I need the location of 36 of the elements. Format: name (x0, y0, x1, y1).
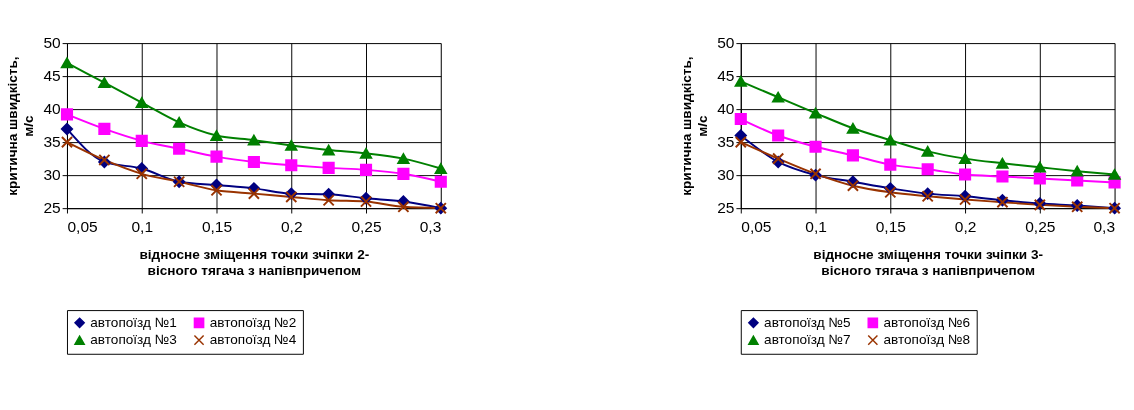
y-tick-label: 35 (717, 133, 735, 151)
y-tick-label: 45 (717, 67, 735, 85)
y-tick-label: 50 (717, 34, 735, 52)
y-tick-label: 35 (43, 133, 61, 151)
x-tick-label: 0,1 (131, 217, 154, 235)
legend-label: автопоїзд №1 (90, 314, 177, 330)
legend-label: автопоїзд №6 (883, 314, 971, 330)
y-tick-label: 40 (43, 100, 62, 118)
y-tick-label: 45 (43, 67, 61, 85)
x-tick-label: 0,3 (419, 217, 442, 235)
y-tick-label: 25 (717, 199, 735, 217)
x-tick-label: 0,3 (1093, 217, 1116, 235)
x-axis-title: відносне зміщення точки зчіпки 3- вісного тягача з напівпричепом (813, 247, 1044, 278)
x-axis-title: відносне зміщення точки зчіпки 2- вісного тягача з напівпричепом (139, 247, 370, 278)
x-tick-label: 0,1 (805, 217, 827, 235)
y-axis-title: критична швидкість, м/с (678, 56, 710, 196)
legend-label: автопоїзд №5 (764, 314, 851, 330)
y-tick-label: 40 (717, 100, 735, 118)
y-tick-label: 25 (43, 199, 61, 217)
y-tick-label: 30 (717, 166, 735, 184)
x-tick-label: 0,2 (280, 217, 303, 235)
x-tick-label: 0,15 (875, 217, 906, 235)
x-tick-label: 0,15 (201, 217, 233, 235)
legend-label: автопоїзд №7 (764, 332, 851, 348)
x-tick-label: 0,05 (741, 217, 772, 235)
legend-label: автопоїзд №4 (209, 332, 297, 348)
y-tick-label: 30 (43, 166, 62, 184)
x-tick-label: 0,05 (67, 217, 98, 235)
y-tick-label: 50 (43, 34, 62, 52)
x-tick-label: 0,25 (351, 217, 382, 235)
legend-label: автопоїзд №3 (90, 332, 177, 348)
x-tick-label: 0,25 (1025, 217, 1056, 235)
x-tick-label: 0,2 (954, 217, 977, 235)
legend-label: автопоїзд №8 (883, 332, 971, 348)
legend-label: автопоїзд №2 (209, 314, 297, 330)
y-axis-title: критична швидкість, м/с (5, 56, 36, 196)
